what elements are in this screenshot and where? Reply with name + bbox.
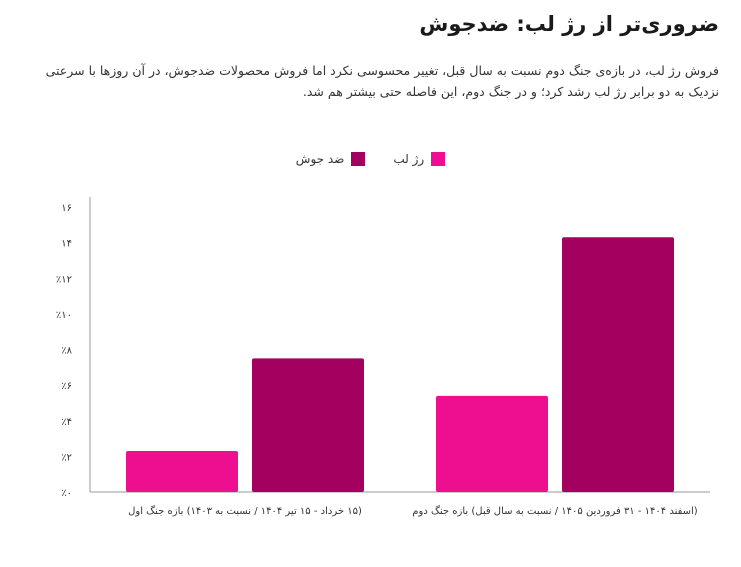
x-category-label: (اسفند ۱۴۰۴ - ۳۱ فروردین ۱۴۰۵ / نسبت به … <box>412 505 698 517</box>
y-tick-label: ٪۴ <box>61 417 72 428</box>
y-tick-label: ۱۶ <box>61 203 72 214</box>
bar-acne <box>562 237 674 492</box>
y-tick-label: ٪۱۰ <box>56 310 72 321</box>
chart-title: ضروری‌تر از رژ لب: ضدجوش <box>419 12 719 36</box>
legend-item-acne: ضد جوش <box>296 152 366 166</box>
y-tick-label: ٪۸ <box>61 346 72 357</box>
y-tick-label: ٪۶ <box>61 381 72 392</box>
bar-lipstick <box>436 395 548 492</box>
x-category-label: (۱۵ خرداد - ۱۵ تیر ۱۴۰۴ / نسبت به ۱۴۰۳) … <box>128 505 362 517</box>
legend-swatch-lipstick <box>431 152 446 166</box>
bar-acne <box>252 358 364 492</box>
y-tick-label: ٪۰ <box>61 488 72 499</box>
y-tick-label: ۱۴ <box>61 239 72 250</box>
bar-lipstick <box>126 451 238 492</box>
y-tick-label: ٪۱۲ <box>56 274 72 285</box>
chart-legend: رژ لب ضد جوش <box>0 152 741 166</box>
y-tick-label: ٪۲ <box>61 452 72 463</box>
legend-label-acne: ضد جوش <box>295 152 345 166</box>
chart-description: فروش رژ لب، در بازه‌ی جنگ دوم نسبت به سا… <box>45 63 719 99</box>
legend-item-lipstick: رژ لب <box>393 152 446 166</box>
legend-swatch-acne <box>351 152 366 166</box>
legend-label-lipstick: رژ لب <box>393 152 425 166</box>
